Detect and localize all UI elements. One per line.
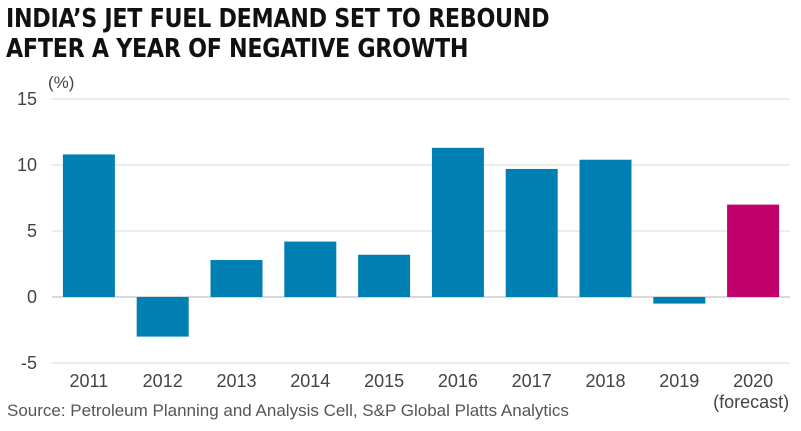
- y-axis-unit-label: (%): [48, 73, 74, 92]
- x-tick-label-2013: 2013: [216, 371, 256, 391]
- chart-title-line-2: AFTER A YEAR OF NEGATIVE GROWTH: [6, 34, 469, 64]
- bar-2019: [653, 297, 706, 304]
- y-tick-label: 15: [17, 89, 37, 109]
- bar-2014: [284, 241, 337, 297]
- x-tick-label-2012: 2012: [143, 371, 183, 391]
- chart-title: INDIA’S JET FUEL DEMAND SET TO REBOUND A…: [6, 4, 747, 64]
- bar-2020: [727, 204, 780, 297]
- x-tick-label-2015: 2015: [364, 371, 404, 391]
- bars: [62, 147, 780, 337]
- y-tick-label: 0: [27, 287, 37, 307]
- axes: 15 10 5 0 -5 2011 2012 2013 2014 2015 2016 2017 2018…: [17, 89, 789, 412]
- x-tick-label-2014: 2014: [290, 371, 330, 391]
- x-tick-label-2020: 2020: [733, 371, 773, 391]
- bar-2013: [210, 260, 263, 297]
- x-tick-label-2011: 2011: [70, 371, 109, 391]
- x-tick-sublabel-2020: (forecast): [713, 392, 789, 412]
- bar-2017: [505, 168, 558, 297]
- y-tick-label: -5: [21, 353, 37, 373]
- x-tick-label-2016: 2016: [438, 371, 478, 391]
- bar-2011: [62, 154, 115, 297]
- chart-title-line-1: INDIA’S JET FUEL DEMAND SET TO REBOUND: [6, 4, 550, 34]
- y-tick-label: 10: [17, 155, 37, 175]
- x-tick-label-2018: 2018: [585, 371, 625, 391]
- bar-2018: [579, 159, 632, 297]
- x-tick-label-2017: 2017: [512, 371, 552, 391]
- bar-2016: [431, 147, 484, 297]
- source-note: Source: Petroleum Planning and Analysis …: [7, 401, 569, 420]
- y-tick-label: 5: [27, 221, 37, 241]
- x-tick-label-2019: 2019: [659, 371, 699, 391]
- bar-2012: [136, 297, 189, 337]
- bar-2015: [358, 254, 411, 297]
